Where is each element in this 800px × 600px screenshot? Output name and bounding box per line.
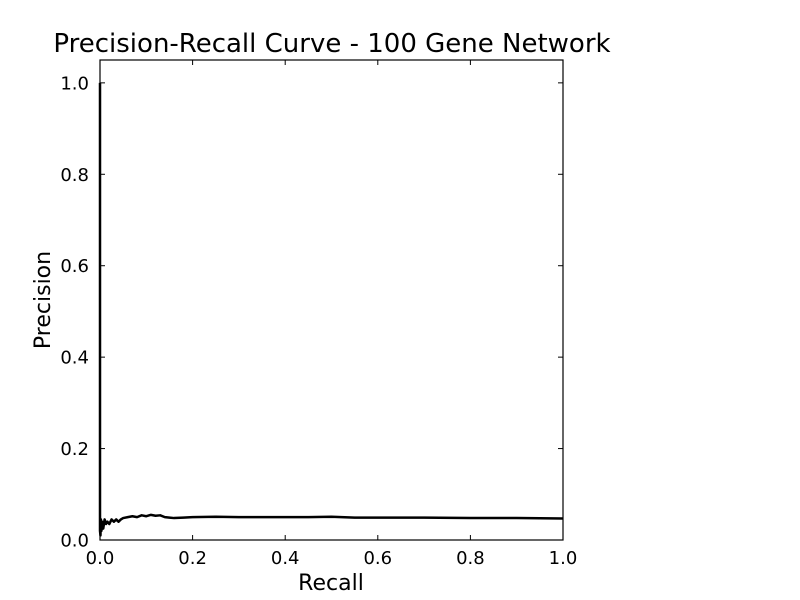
ticks: 0.0 0.2 0.4 0.6 0.8 1.0 0.0 0.2 0.4 0.6 0.8 1.0 [60, 60, 577, 569]
y-tick-label: 0.4 [60, 348, 89, 369]
x-tick-label: 1.0 [549, 548, 578, 569]
series-layer [98, 82, 564, 537]
plot-frame [99, 59, 564, 541]
x-tick-label: 0.6 [363, 548, 392, 569]
x-axis-label: Recall [298, 571, 364, 596]
x-tick-label: 0.4 [271, 548, 300, 569]
y-tick-label: 0.6 [60, 256, 89, 277]
pr-curve-line [98, 82, 564, 537]
y-axis-label: Precision [31, 251, 56, 349]
y-tick-label: 1.0 [60, 73, 89, 94]
y-tick-label: 0.0 [60, 531, 89, 552]
x-tick-label: 0.8 [456, 548, 485, 569]
y-tick-label: 0.8 [60, 165, 89, 186]
x-tick-label: 0.0 [86, 548, 115, 569]
x-tick-label: 0.2 [178, 548, 207, 569]
y-tick-label: 0.2 [60, 439, 89, 460]
chart-title: Precision-Recall Curve - 100 Gene Networ… [53, 29, 610, 59]
